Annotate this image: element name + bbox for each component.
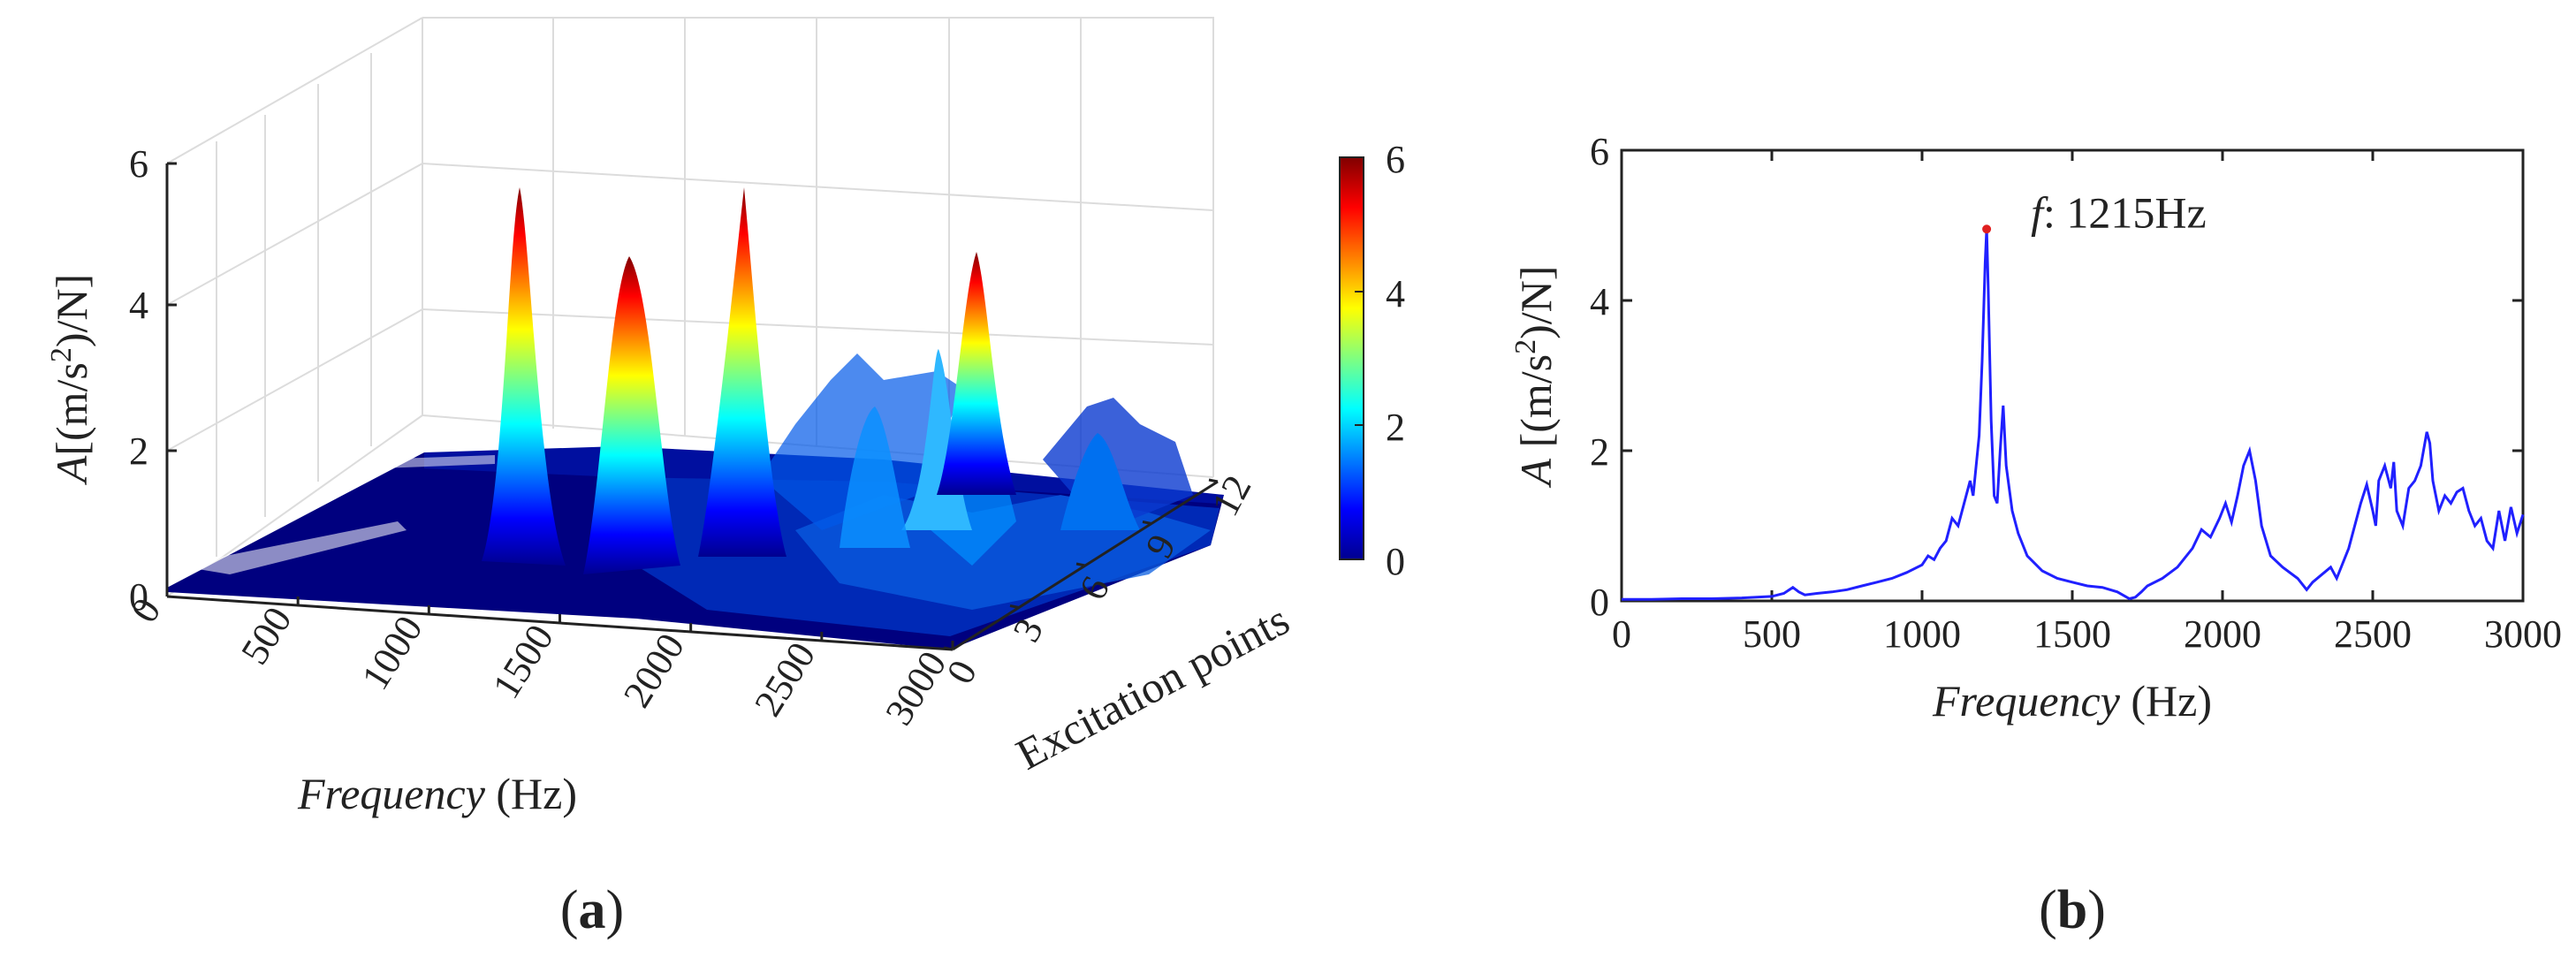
x-tick-label-b: 2500 bbox=[2334, 612, 2412, 656]
panel-b: 0 500 1000 1500 2000 2500 3000 0 2 4 6 Frequency … bbox=[1509, 130, 2562, 940]
colorbar-tick-4: 4 bbox=[1386, 272, 1405, 315]
x-tick-label-a: 2000 bbox=[615, 626, 693, 715]
z-tick-2: 2 bbox=[129, 429, 148, 473]
colorbar: 6 4 2 0 bbox=[1339, 138, 1405, 583]
x-tick-label-a: 1500 bbox=[484, 617, 562, 706]
x-axis-label-b: Frequency (Hz) bbox=[1932, 676, 2212, 726]
surface bbox=[167, 353, 1224, 650]
y-tick-mark bbox=[943, 646, 954, 651]
y-tick-label-b: 0 bbox=[1590, 581, 1609, 624]
x-tick-label-a: 1000 bbox=[353, 608, 431, 697]
x-tick-label-a: 500 bbox=[232, 599, 300, 672]
panel-b-x-axis: 0 500 1000 1500 2000 2500 3000 bbox=[1612, 150, 2562, 656]
x-tick-label-a: 2500 bbox=[746, 634, 824, 724]
y-tick-label-b: 4 bbox=[1590, 280, 1609, 323]
y-tick-mark bbox=[1142, 520, 1152, 525]
peak-3 bbox=[698, 187, 786, 557]
z-tick-6: 6 bbox=[129, 142, 148, 186]
y-axis-label-a: Excitation points bbox=[1008, 595, 1297, 779]
x-tick-label-b: 3000 bbox=[2484, 612, 2562, 656]
z-axis-label: A[(m/s2)/N] bbox=[45, 274, 96, 485]
panel-label-a: (a) bbox=[560, 880, 624, 940]
z-tick-0: 0 bbox=[129, 575, 148, 619]
peak-6 bbox=[1060, 433, 1140, 530]
y-tick-label-b: 6 bbox=[1590, 130, 1609, 173]
colorbar-tick-6: 6 bbox=[1386, 138, 1405, 181]
peak-5 bbox=[937, 252, 1016, 495]
x-tick-label-b: 1500 bbox=[2033, 612, 2111, 656]
peak-annotation: f: 1215Hz bbox=[2031, 187, 2207, 237]
y-tick-label-a: 0 bbox=[938, 653, 986, 690]
panel-label-b: (b) bbox=[2039, 880, 2106, 940]
peak-2 bbox=[583, 256, 680, 574]
series-line bbox=[1622, 229, 2525, 601]
x-tick-label-a: 3000 bbox=[877, 643, 954, 733]
y-tick-label-b: 2 bbox=[1590, 430, 1609, 474]
x-tick-label-b: 1000 bbox=[1883, 612, 1961, 656]
x-axis-label-a: Frequency (Hz) bbox=[297, 769, 577, 818]
x-tick-label-b: 2000 bbox=[2184, 612, 2261, 656]
panel-a: 6 4 2 0 A[(m/s2)/N] 0 500 1000 1500 2000 2500… bbox=[45, 17, 1405, 940]
y-tick-mark bbox=[1208, 478, 1219, 483]
x-tick-label-b: 0 bbox=[1612, 612, 1631, 656]
y-tick-mark bbox=[1009, 604, 1020, 609]
peak-1 bbox=[482, 187, 566, 566]
surface-peaks bbox=[482, 187, 1140, 574]
panel-a-z-axis: 6 4 2 0 A[(m/s2)/N] bbox=[45, 142, 177, 619]
colorbar-tick-0: 0 bbox=[1386, 540, 1405, 583]
peak-marker bbox=[1982, 224, 1992, 234]
colorbar-tick-2: 2 bbox=[1386, 406, 1405, 449]
panel-b-y-axis: 0 2 4 6 bbox=[1590, 130, 2523, 624]
z-tick-4: 4 bbox=[129, 284, 148, 327]
y-tick-mark bbox=[1075, 562, 1086, 567]
x-tick-label-b: 500 bbox=[1743, 612, 1801, 656]
y-axis-label-b: A [(m/s2)/N] bbox=[1509, 266, 1561, 489]
